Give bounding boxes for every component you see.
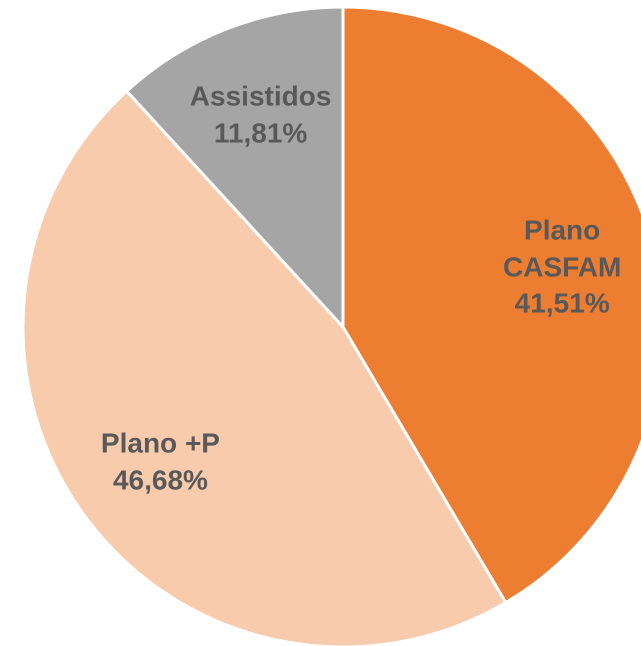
category-label: Assistidos xyxy=(189,80,332,112)
category-label: Plano CASFAM xyxy=(503,214,622,282)
pie-slice xyxy=(125,5,345,329)
pie-slice xyxy=(21,89,508,646)
slice-label: Assistidos 11,81% xyxy=(190,79,332,152)
pie-slice xyxy=(341,5,641,605)
value-label: 41,51% xyxy=(514,287,610,319)
category-label: Plano +P xyxy=(100,427,220,459)
value-label: 11,81% xyxy=(213,117,308,149)
slice-label: Plano CASFAM 41,51% xyxy=(503,213,621,322)
slice-label: Plano +P 46,68% xyxy=(101,426,220,499)
value-label: 46,68% xyxy=(112,464,208,496)
